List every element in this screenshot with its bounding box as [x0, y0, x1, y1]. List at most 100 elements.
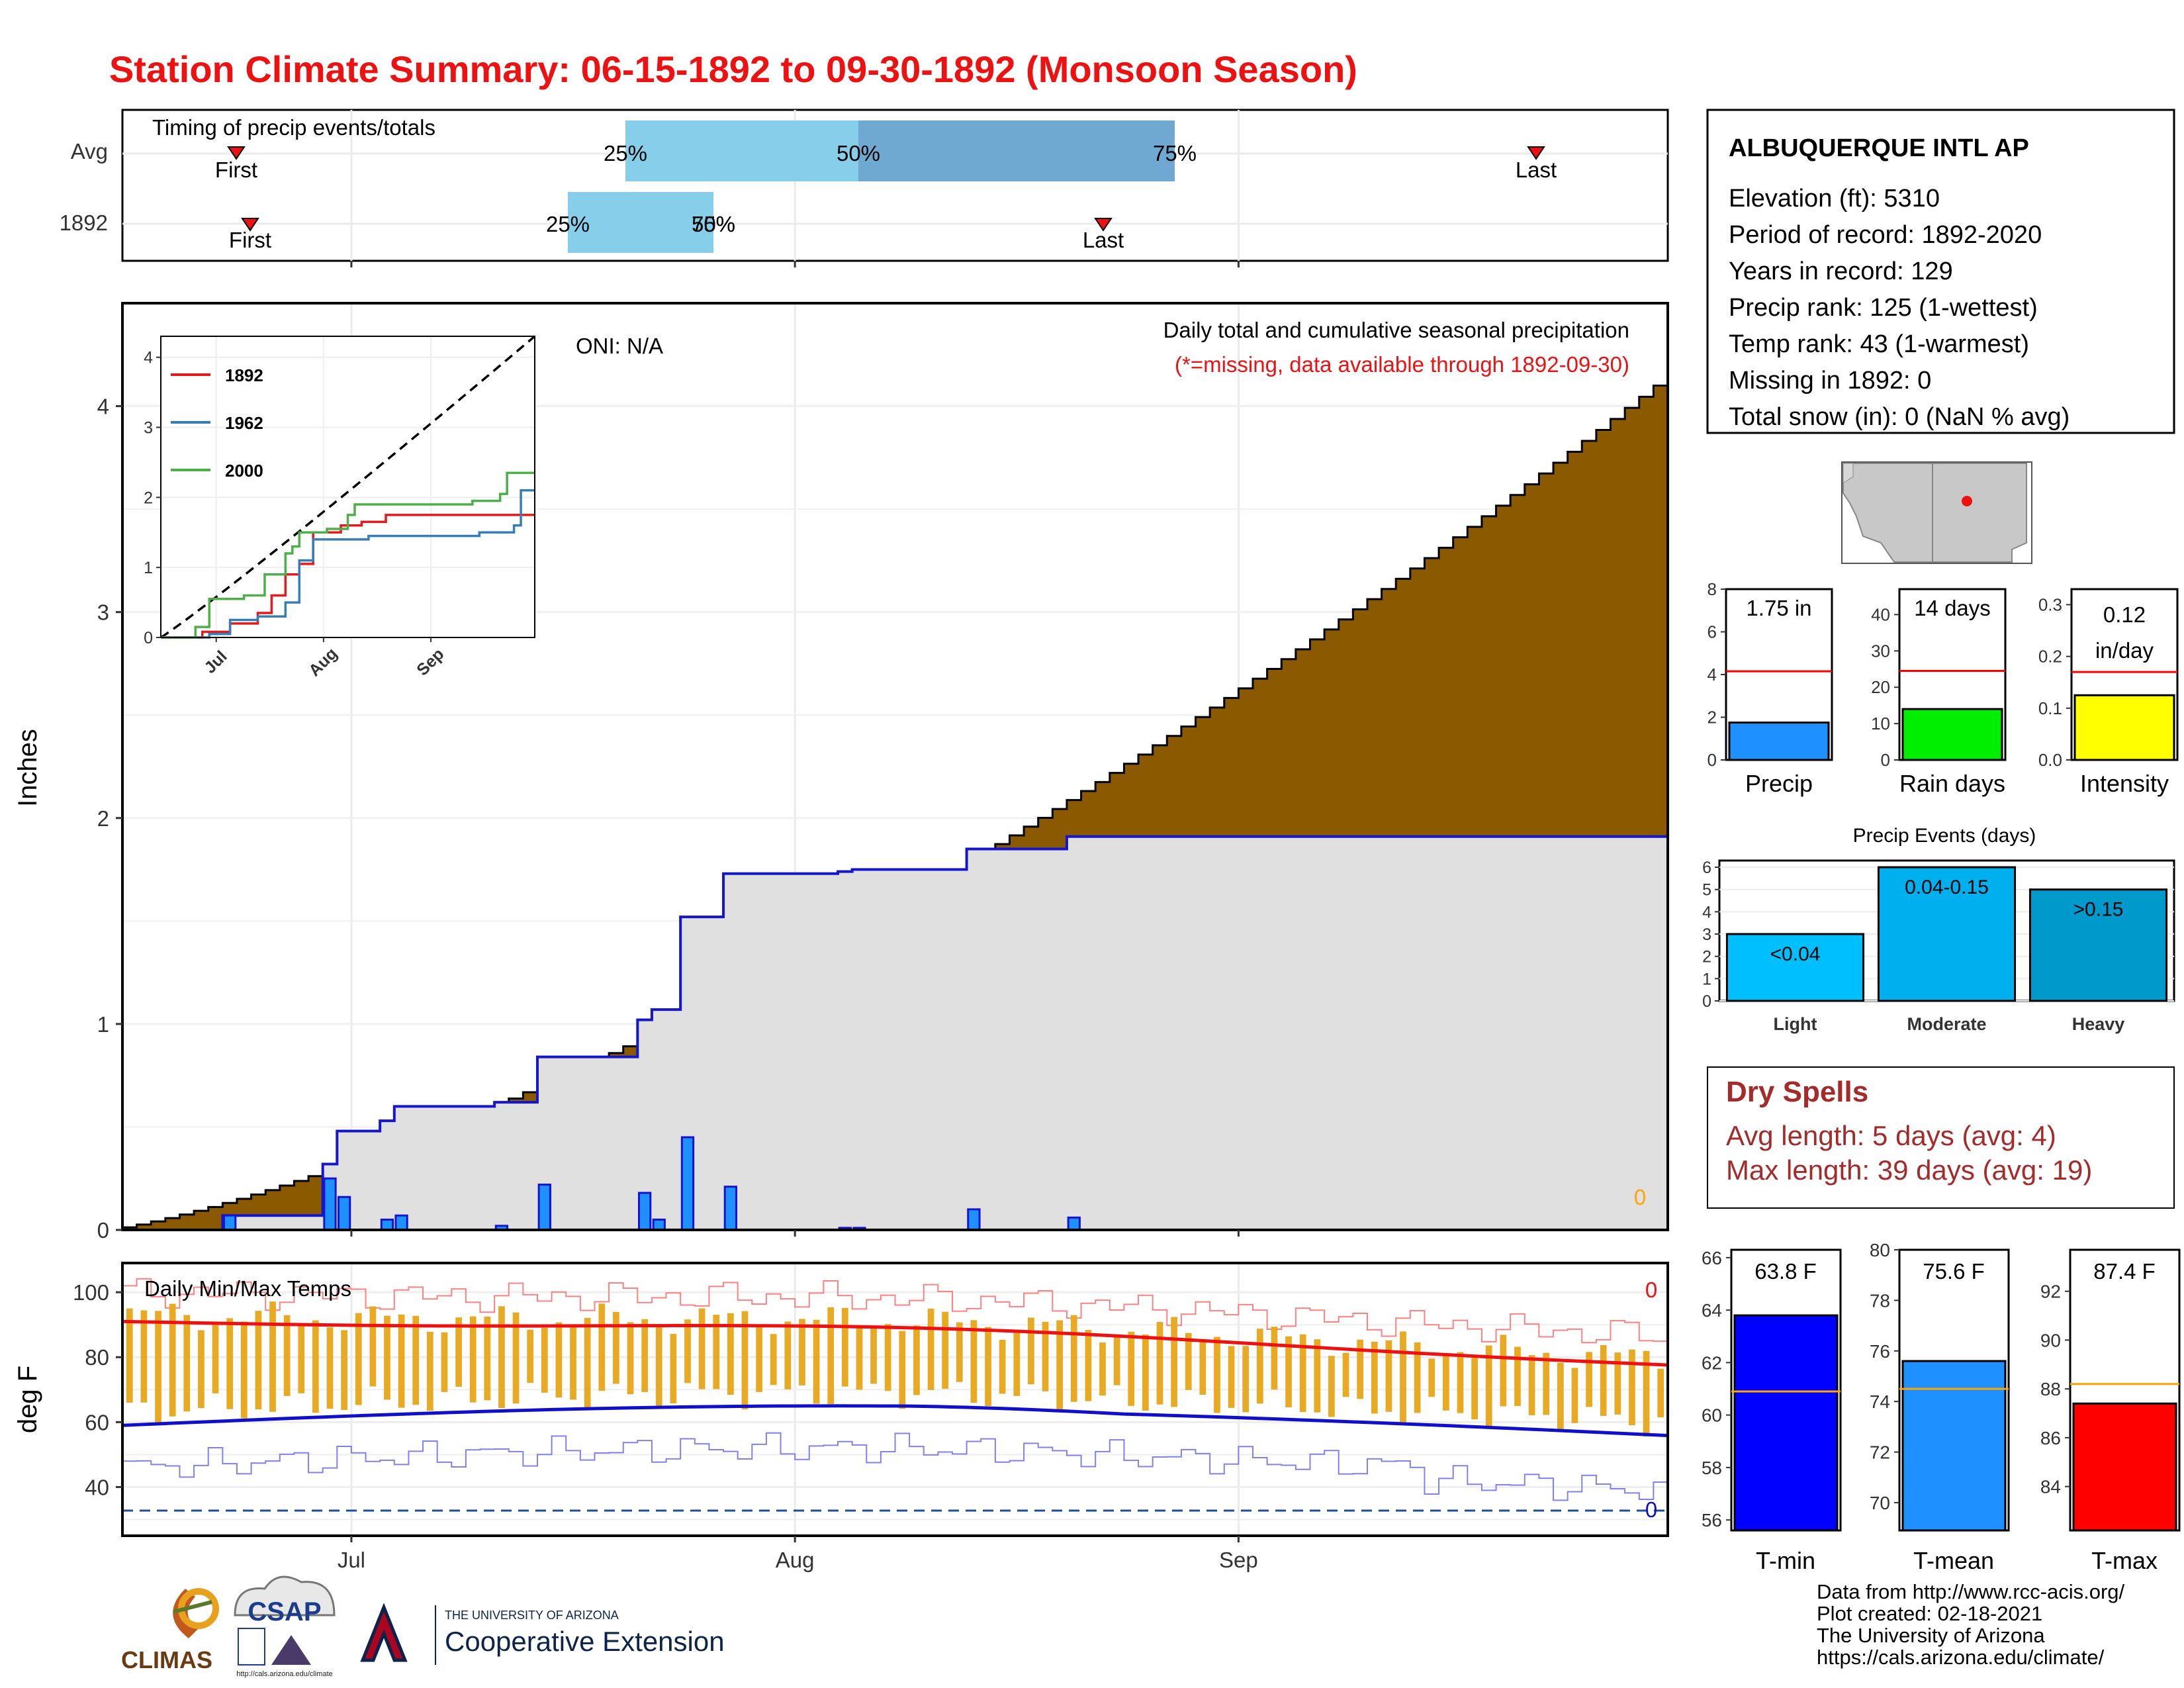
daily-temp-bar — [240, 1321, 248, 1419]
daily-temp-bar — [1271, 1327, 1278, 1390]
timing-avg-bar-50-75 — [858, 120, 1175, 181]
daily-temp-bar — [384, 1315, 390, 1400]
daily-precip-bar — [637, 1192, 652, 1231]
tmean-summary-tick: 78 — [1870, 1290, 1890, 1311]
daily-temp-bar — [541, 1327, 548, 1393]
daily-precip-bar — [652, 1218, 666, 1231]
timing-row-label-year: 1892 — [60, 211, 108, 235]
daily-temp-bar — [212, 1323, 219, 1393]
daily-temp-bar — [183, 1315, 191, 1412]
csap-url-text: http://cals.arizona.edu/climate — [236, 1670, 333, 1678]
daily-temp-bar — [1142, 1335, 1149, 1411]
temp-y-tick: 100 — [73, 1280, 109, 1305]
precip-missing-note: (*=missing, data available through 1892-… — [1175, 352, 1629, 377]
page-title: Station Climate Summary: 06-15-1892 to 0… — [109, 48, 1357, 90]
credits: Data from http://www.rcc-acis.org/ Plot … — [1817, 1581, 2124, 1668]
x-tick-label: Sep — [1219, 1548, 1258, 1572]
tmean-summary-bar — [1901, 1360, 2007, 1532]
daily-temp-bar — [255, 1311, 262, 1410]
precip-y-tick: 3 — [97, 600, 109, 625]
daily-temp-bar — [827, 1307, 835, 1404]
daily-temp-bar — [799, 1319, 805, 1385]
events-bar-light — [1725, 933, 1865, 1002]
daily-temp-bar — [1443, 1354, 1449, 1411]
daily-temp-bar — [727, 1313, 734, 1395]
daily-temp-bar — [770, 1334, 777, 1385]
daily-temp-bar — [655, 1326, 662, 1406]
daily-temp-bar — [841, 1307, 848, 1387]
daily-temp-bar — [613, 1311, 619, 1384]
dry-spells-title: Dry Spells — [1726, 1076, 1868, 1108]
inset-series-2000 — [161, 471, 535, 639]
daily-temp-bar — [326, 1327, 334, 1409]
daily-precip-bar — [723, 1186, 738, 1231]
x-tick-label: Jul — [338, 1548, 365, 1572]
daily-temp-bar — [412, 1315, 420, 1405]
station-info-box: ALBUQUERQUE INTL AP Elevation (ft): 5310… — [1706, 109, 2175, 434]
tmean-bar-label: T-mean — [1913, 1547, 1994, 1574]
tmax-summary-tick: 88 — [2040, 1379, 2061, 1399]
daily-temp-bar — [1400, 1331, 1406, 1423]
daily-precip-bar — [680, 1136, 695, 1231]
timing-year-last-label: Last — [1083, 228, 1124, 252]
daily-temp-bar — [527, 1329, 534, 1383]
daily-temp-bar — [498, 1306, 505, 1409]
precip-summary-bar — [1728, 722, 1830, 761]
daily-temp-bar — [1013, 1331, 1021, 1396]
inset-legend-1962: 1962 — [225, 413, 263, 433]
daily-temp-bar — [1028, 1317, 1034, 1385]
daily-temp-bar — [1571, 1368, 1578, 1423]
timing-year-first-label: First — [229, 228, 271, 252]
daily-temp-bar — [341, 1330, 347, 1411]
daily-temp-bar — [1557, 1362, 1564, 1431]
dry-spells-box: Dry Spells Avg length: 5 days (avg: 4) M… — [1707, 1066, 2175, 1209]
daily-temp-bar — [1070, 1315, 1077, 1402]
station-line: Missing in 1892: 0 — [1729, 367, 1931, 395]
daily-precip-bar — [323, 1177, 337, 1231]
daily-temp-bar — [756, 1327, 762, 1392]
record-min-line — [122, 1432, 1668, 1501]
temp-y-tick: 60 — [85, 1410, 109, 1434]
ua-line-1: THE UNIVERSITY OF ARIZONA — [445, 1609, 619, 1622]
tmin-summary-bar — [1733, 1314, 1839, 1532]
temp-y-tick: 80 — [85, 1345, 109, 1370]
tmax-summary-tick: 86 — [2040, 1428, 2061, 1448]
events-title: Precip Events (days) — [1853, 825, 2036, 847]
events-category-label: Heavy — [2072, 1014, 2125, 1034]
daily-temp-bar — [155, 1311, 161, 1424]
daily-temp-bar — [942, 1311, 949, 1389]
tmax-summary-bar — [2072, 1402, 2177, 1532]
events-bar-moderate — [1877, 866, 2017, 1002]
daily-temp-bar — [126, 1308, 133, 1403]
daily-temp-bar — [1113, 1334, 1120, 1385]
rain-days-summary-bar — [1901, 708, 2003, 761]
daily-temp-bar — [512, 1312, 520, 1404]
daily-temp-bar — [784, 1321, 792, 1389]
precip-summary-tick: 4 — [1707, 665, 1717, 684]
events-category-label: Moderate — [1907, 1014, 1986, 1034]
ua-line-2: Cooperative Extension — [445, 1626, 725, 1657]
seasonal-summary-bars: 0 2 4 6 8 0 10 20 30 40 0.0 0.1 0.2 0.3 Precip Rain day… — [1707, 579, 2179, 797]
daily-temp-bar — [1056, 1320, 1063, 1411]
daily-temp-bar — [598, 1303, 606, 1391]
daily-temp-bar — [441, 1332, 448, 1392]
daily-temp-bar — [1614, 1352, 1621, 1415]
events-y-tick: 4 — [1702, 903, 1711, 921]
timing-year-bar-25-50 — [568, 192, 713, 253]
station-line: Precip rank: 125 (1-wettest) — [1729, 294, 2038, 322]
timing-avg-first-marker — [227, 146, 246, 160]
daily-temp-bar — [1643, 1350, 1650, 1437]
daily-temp-bar — [1586, 1352, 1592, 1407]
tmean-summary-tick: 72 — [1870, 1442, 1890, 1463]
current-cumulative-area — [122, 835, 1669, 1231]
timing-year-p25: 25% — [546, 212, 590, 236]
daily-temp-bar — [1085, 1330, 1092, 1401]
daily-temp-bar — [870, 1328, 877, 1384]
daily-temp-bar — [1457, 1352, 1464, 1413]
inset-series-1962 — [161, 489, 535, 639]
timing-year-p50: 50% — [692, 212, 735, 236]
events-y-tick: 1 — [1702, 970, 1711, 988]
rain-days-summary-tick: 0 — [1881, 750, 1890, 770]
precip-summary-tick: 8 — [1707, 579, 1717, 599]
daily-temp-bar — [1500, 1335, 1507, 1407]
